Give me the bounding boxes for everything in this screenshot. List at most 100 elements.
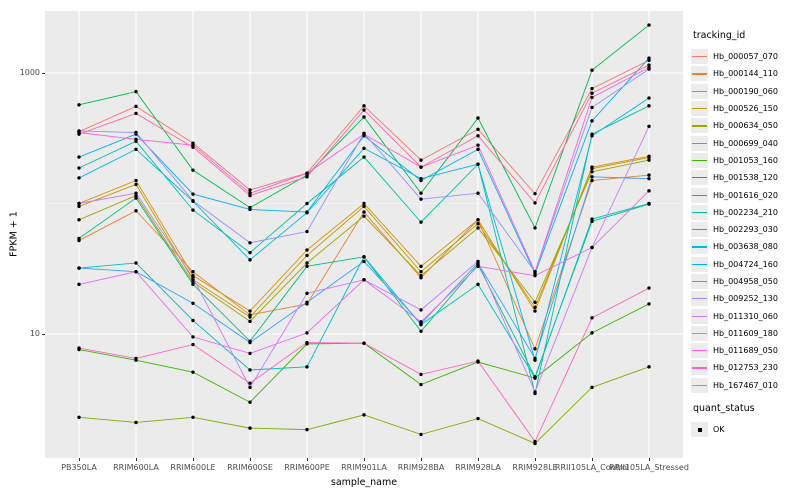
legend-key-swatch (691, 291, 708, 307)
data-point (248, 309, 252, 313)
data-point (590, 86, 594, 91)
legend-key-swatch (691, 101, 708, 117)
data-point (362, 255, 366, 259)
y-tick-mark (42, 73, 45, 74)
legend-label: Hb_002293_030 (713, 225, 778, 235)
y-tick-label: 10 (29, 329, 40, 338)
x-tick-mark (421, 458, 422, 461)
series-color-line-icon (692, 229, 707, 231)
legend-label: Hb_003638_080 (713, 242, 778, 252)
series-color-line-icon (692, 384, 707, 386)
data-point (248, 368, 252, 372)
data-point (533, 439, 537, 444)
data-point (590, 166, 594, 171)
data-point (476, 264, 480, 269)
data-point (590, 91, 594, 95)
data-point (134, 178, 138, 183)
data-point (533, 300, 537, 304)
data-point (362, 259, 366, 264)
data-point (134, 137, 138, 142)
data-point (362, 146, 366, 150)
data-point (248, 340, 252, 345)
data-point (647, 155, 651, 160)
data-point (191, 370, 195, 374)
series-color-line-icon (692, 367, 707, 369)
data-point (305, 171, 309, 176)
data-point (134, 193, 138, 198)
x-tick-label-RRII105LA_Control: RRII105LA_Control (554, 463, 630, 472)
data-point (362, 115, 366, 119)
data-point (191, 270, 195, 274)
data-point (419, 270, 423, 274)
y-tick-label: 1000 (19, 68, 40, 77)
legend-label: Hb_001616_020 (713, 190, 778, 200)
data-point (305, 365, 309, 369)
data-point (533, 347, 537, 351)
legend-key-swatch (691, 343, 708, 359)
data-point (647, 176, 651, 181)
legend-item-Hb_000144_110: Hb_000144_110 (691, 65, 799, 82)
data-point (134, 261, 138, 265)
data-point (476, 218, 480, 222)
series-color-line-icon (692, 281, 707, 283)
data-point (419, 320, 423, 324)
data-point (419, 308, 423, 312)
data-point (476, 282, 480, 287)
data-point (248, 258, 252, 262)
data-point (419, 165, 423, 169)
data-point (647, 104, 651, 108)
data-point (590, 95, 594, 100)
data-point (647, 173, 651, 177)
data-point (362, 155, 366, 159)
x-tick-mark (649, 458, 650, 461)
legend-item-Hb_001053_160: Hb_001053_160 (691, 152, 799, 169)
data-point (191, 335, 195, 339)
x-tick-mark (478, 458, 479, 461)
data-point (419, 372, 423, 377)
data-point (305, 291, 309, 296)
data-point (533, 356, 537, 361)
data-point (134, 191, 138, 195)
data-point (362, 210, 366, 214)
data-point (248, 319, 252, 324)
data-point (191, 199, 195, 203)
series-color-line-icon (692, 90, 707, 92)
series-color-line-icon (692, 56, 707, 58)
data-point (77, 166, 81, 170)
series-color-line-icon (692, 315, 707, 317)
data-point (248, 250, 252, 255)
legend-key-swatch (691, 170, 708, 186)
legend-label: Hb_000057_070 (713, 52, 778, 62)
x-tick-mark (193, 458, 194, 461)
legend-label: Hb_000144_110 (713, 69, 778, 79)
legend-item-Hb_004958_050: Hb_004958_050 (691, 273, 799, 290)
data-point (362, 278, 366, 282)
data-point (191, 192, 195, 196)
data-point (362, 104, 366, 108)
x-tick-mark (592, 458, 593, 461)
data-point (590, 178, 594, 183)
data-point (191, 318, 195, 323)
plot-svg (45, 11, 683, 458)
data-point (305, 248, 309, 252)
data-point (248, 207, 252, 212)
data-point (419, 158, 423, 162)
data-point (476, 359, 480, 363)
legend-title: tracking_id (693, 30, 746, 41)
series-color-line-icon (692, 246, 707, 248)
legend-item-Hb_003638_080: Hb_003638_080 (691, 238, 799, 255)
series-color-line-icon (692, 350, 707, 352)
series-color-line-icon (692, 108, 707, 110)
data-point (134, 182, 138, 187)
data-point (533, 309, 537, 313)
data-point (134, 130, 138, 135)
legend-item-Hb_004724_160: Hb_004724_160 (691, 256, 799, 273)
x-tick-label-RRIM600PE: RRIM600PE (284, 463, 330, 472)
legend-label: Hb_009252_130 (713, 294, 778, 304)
data-point (476, 226, 480, 230)
data-point (533, 191, 537, 196)
data-point (590, 217, 594, 221)
legend-label: Hb_012753_230 (713, 363, 778, 373)
data-point (647, 96, 651, 100)
data-point (362, 132, 366, 136)
